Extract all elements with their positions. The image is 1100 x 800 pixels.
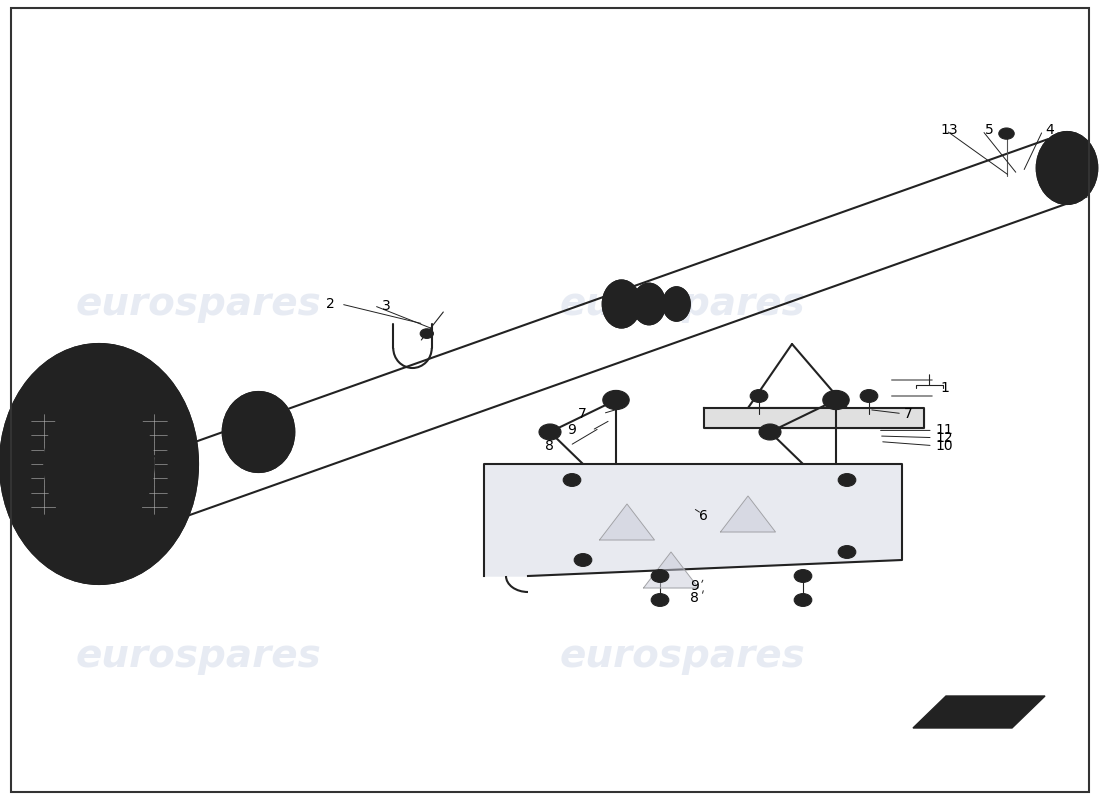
Text: 1: 1 [940, 381, 949, 395]
Circle shape [563, 474, 581, 486]
Text: 10: 10 [935, 438, 953, 453]
Circle shape [240, 454, 253, 463]
Circle shape [860, 390, 878, 402]
Text: 4: 4 [1045, 123, 1054, 138]
Ellipse shape [1050, 146, 1084, 190]
Ellipse shape [602, 280, 640, 328]
Circle shape [574, 554, 592, 566]
Circle shape [651, 570, 669, 582]
Text: 6: 6 [698, 509, 707, 523]
Circle shape [838, 546, 856, 558]
Ellipse shape [77, 436, 121, 492]
Circle shape [1048, 138, 1064, 150]
Circle shape [1070, 186, 1086, 198]
Polygon shape [913, 696, 1045, 728]
Circle shape [1070, 138, 1086, 150]
Text: eurospares: eurospares [559, 637, 805, 675]
Circle shape [420, 329, 433, 338]
Text: 7: 7 [904, 406, 913, 421]
Circle shape [794, 594, 812, 606]
Text: 2: 2 [326, 297, 334, 311]
Ellipse shape [662, 286, 691, 321]
Circle shape [240, 401, 253, 410]
Circle shape [794, 570, 812, 582]
Text: 9: 9 [690, 578, 698, 593]
Text: 9: 9 [568, 423, 576, 438]
Circle shape [823, 390, 849, 410]
Circle shape [999, 128, 1014, 139]
Polygon shape [704, 408, 924, 428]
Text: eurospares: eurospares [559, 285, 805, 323]
Circle shape [838, 474, 856, 486]
Circle shape [651, 594, 669, 606]
Circle shape [1081, 162, 1097, 174]
Text: 5: 5 [984, 123, 993, 138]
Text: 7: 7 [578, 406, 586, 421]
Circle shape [228, 427, 241, 437]
Circle shape [264, 401, 277, 410]
Circle shape [750, 390, 768, 402]
Text: eurospares: eurospares [75, 285, 321, 323]
Circle shape [69, 454, 96, 474]
Polygon shape [720, 496, 775, 532]
Text: eurospares: eurospares [75, 637, 321, 675]
Ellipse shape [632, 283, 666, 325]
Polygon shape [600, 504, 654, 540]
Text: 3: 3 [382, 298, 390, 313]
Circle shape [1037, 162, 1053, 174]
Ellipse shape [0, 344, 198, 584]
Text: 13: 13 [940, 123, 958, 138]
Circle shape [1048, 186, 1064, 198]
Ellipse shape [1036, 132, 1098, 204]
Text: 12: 12 [935, 430, 953, 445]
Text: 11: 11 [935, 423, 953, 438]
Text: 8: 8 [690, 591, 698, 606]
Text: 8: 8 [544, 438, 553, 453]
Circle shape [264, 454, 277, 463]
Circle shape [539, 424, 561, 440]
Ellipse shape [222, 392, 295, 472]
Polygon shape [644, 552, 698, 588]
Ellipse shape [44, 396, 154, 532]
Circle shape [759, 424, 781, 440]
Polygon shape [484, 464, 902, 576]
Circle shape [603, 390, 629, 410]
Circle shape [276, 427, 289, 437]
